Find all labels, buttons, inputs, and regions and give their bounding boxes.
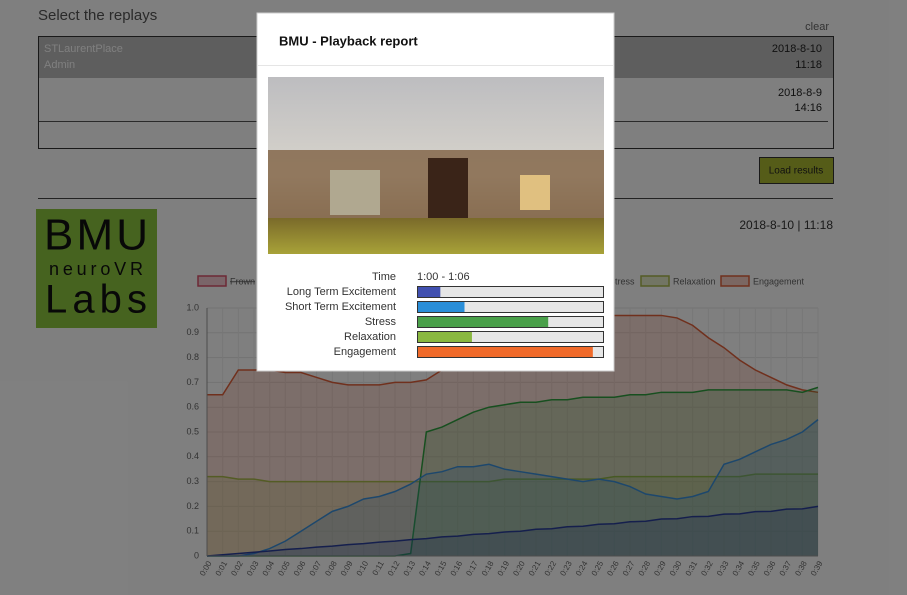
metric-label: Engagement [334,346,396,358]
time-value: 1:00 - 1:06 [417,271,470,283]
metric-label: Relaxation [344,331,396,343]
image-fireplace [520,175,550,210]
metric-label: Long Term Excitement [287,286,396,298]
image-floor [268,218,604,254]
metric-bar [418,332,472,342]
metric-bar [418,302,465,312]
metrics: Long Term Excitement Short Term Excitemen… [285,286,604,358]
metric-bar [418,287,441,297]
metric-bar [418,317,549,327]
metric-track [417,286,604,298]
metric-track [417,301,604,313]
metric-track [417,331,604,343]
modal-title: BMU - Playback report [279,33,418,48]
image-furniture [428,158,468,218]
time-label: Time [372,271,396,283]
metric-label: Stress [365,316,397,328]
image-furniture [330,170,380,215]
metric-bar [418,347,593,357]
modal: BMU - Playback report Time 1:00 - 1:06 L… [256,12,615,372]
panorama-image [268,77,604,254]
metric-label: Short Term Excitement [285,301,396,313]
